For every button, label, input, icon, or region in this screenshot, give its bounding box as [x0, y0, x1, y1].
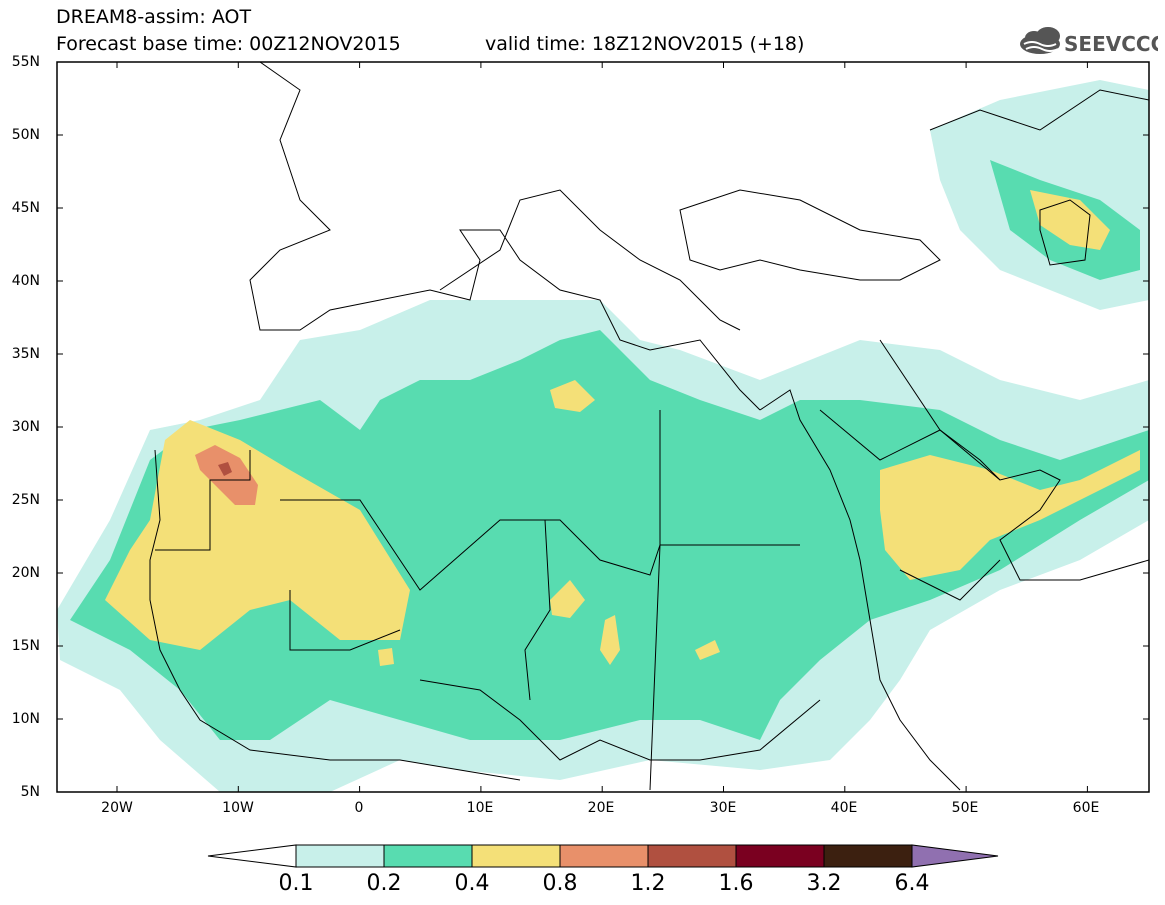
colorbar-label: 0.4 [454, 871, 490, 896]
coastlines-borders [149, 62, 1149, 791]
aot-level-0.4-region [378, 648, 394, 666]
coastline [439, 189, 741, 331]
lat-label: 20N [11, 565, 40, 581]
lon-label: 60E [1072, 800, 1100, 816]
lat-label: 15N [11, 638, 40, 654]
coastline [149, 449, 521, 781]
colorbar [207, 844, 999, 868]
forecast-base-time: Forecast base time: 00Z12NOV2015 [56, 33, 401, 55]
border [280, 499, 800, 591]
aot-contours [57, 80, 1149, 792]
seevccc-logo: SEEVCCC [1018, 20, 1165, 60]
colorbar-label: 6.4 [894, 871, 930, 896]
border [524, 519, 551, 701]
aot-level-0.4-region [1030, 190, 1110, 250]
aot-level-0.8-region [195, 445, 258, 505]
colorbar-label: 1.6 [718, 871, 754, 896]
colorbar-under-arrow [207, 844, 297, 868]
lat-label: 50N [11, 127, 40, 143]
coastline [679, 189, 941, 281]
lon-label: 10W [222, 800, 254, 816]
colorbar-label: 0.8 [542, 871, 578, 896]
colorbar-label: 0.2 [366, 871, 402, 896]
lat-label: 25N [11, 492, 40, 508]
cloud-icon: SEEVCCC [1020, 27, 1165, 56]
colorbar-label: 0.1 [278, 871, 314, 896]
border [155, 450, 251, 551]
lat-label: 45N [11, 200, 40, 216]
colorbar-segment [471, 844, 561, 868]
border [649, 410, 661, 791]
aot-level-0.4-region [550, 580, 585, 618]
aot-level-0.4-region [105, 420, 410, 650]
border [899, 559, 1001, 601]
colorbar-segment [823, 844, 913, 868]
lat-label: 30N [11, 419, 40, 435]
lat-label: 40N [11, 273, 40, 289]
lat-label: 5N [20, 784, 40, 800]
border [289, 590, 401, 651]
colorbar-label: 3.2 [806, 871, 842, 896]
valid-time: valid time: 18Z12NOV2015 (+18) [485, 33, 805, 55]
lon-label: 0 [354, 800, 364, 816]
aot-level-0.4-region [600, 615, 620, 665]
colorbar-over-arrow [911, 844, 999, 868]
lon-label: 10E [466, 800, 494, 816]
lat-label: 35N [11, 346, 40, 362]
colorbar-segment [295, 844, 385, 868]
colorbar-segment [647, 844, 737, 868]
lon-label: 20E [587, 800, 615, 816]
colorbar-segment [383, 844, 473, 868]
coastline [249, 62, 761, 411]
lon-label: 40E [830, 800, 858, 816]
border [819, 409, 1001, 481]
coastline [929, 89, 1149, 131]
border [419, 679, 821, 761]
aot-level-0.4-region [880, 450, 1140, 580]
logo-text: SEEVCCC [1064, 32, 1158, 56]
aot-level-0.4-region [550, 380, 595, 412]
colorbar-segment [735, 844, 825, 868]
lon-label: 30E [709, 800, 737, 816]
colorbar-label: 1.2 [630, 871, 666, 896]
coastline [879, 339, 1149, 581]
lon-label: 20W [101, 800, 133, 816]
aot-level-1.2-region [218, 462, 232, 476]
coastline [1039, 199, 1091, 266]
lat-label: 10N [11, 711, 40, 727]
aot-level-0.4-region [695, 640, 720, 660]
colorbar-segment [559, 844, 649, 868]
lat-label: 55N [11, 54, 40, 70]
coastline [759, 389, 961, 791]
product-title: DREAM8-assim: AOT [56, 6, 252, 28]
axis-ticks [57, 61, 1149, 793]
lon-label: 50E [951, 800, 979, 816]
